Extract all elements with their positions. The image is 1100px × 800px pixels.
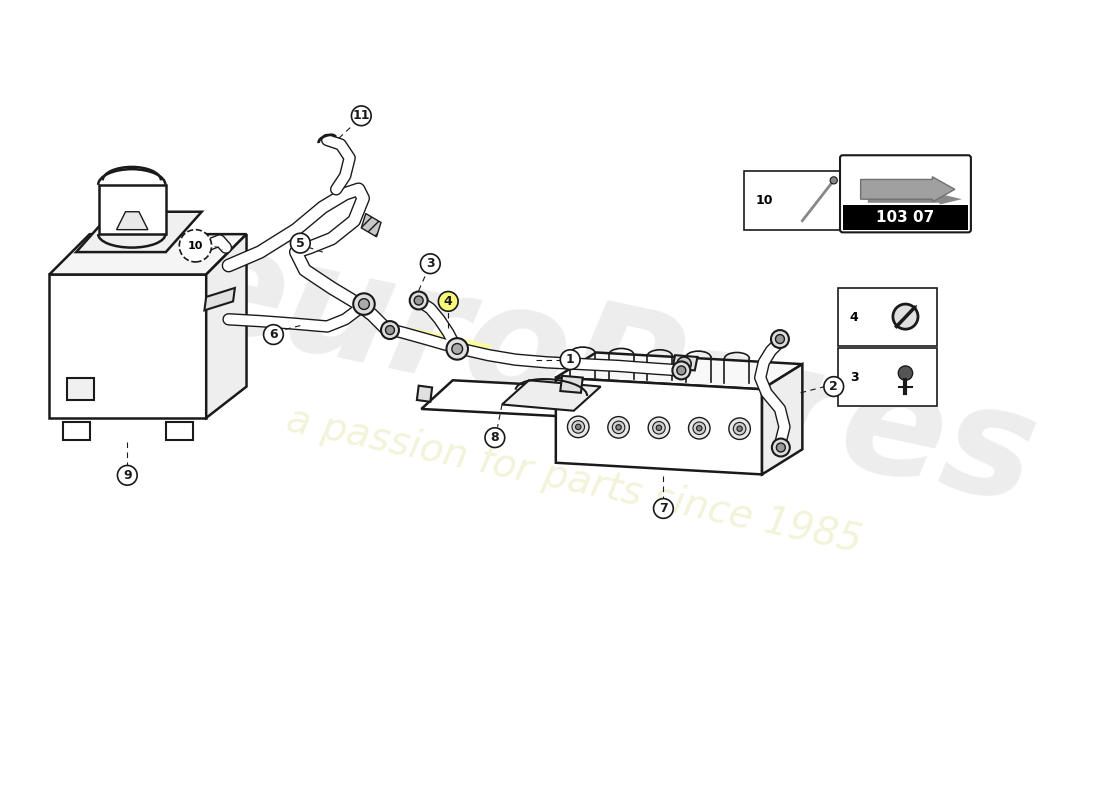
Polygon shape [117,212,147,230]
Text: 3: 3 [426,258,434,270]
Text: 8: 8 [491,431,499,444]
Circle shape [689,418,710,439]
Text: 1: 1 [565,353,574,366]
Circle shape [613,421,625,434]
Circle shape [415,296,424,305]
FancyBboxPatch shape [843,205,968,230]
Circle shape [118,466,138,485]
Circle shape [830,177,837,184]
Polygon shape [206,234,246,418]
Circle shape [772,438,790,457]
Circle shape [572,421,584,433]
FancyBboxPatch shape [838,288,937,346]
Text: 9: 9 [123,469,132,482]
Text: 4: 4 [850,311,859,324]
Circle shape [776,334,784,343]
Circle shape [575,424,581,430]
Circle shape [657,425,661,430]
Circle shape [696,426,702,431]
Text: 4: 4 [444,295,452,308]
Circle shape [734,422,746,435]
Polygon shape [556,378,762,474]
Polygon shape [560,376,583,393]
Polygon shape [50,234,246,274]
Polygon shape [412,328,492,355]
Polygon shape [556,353,802,390]
Circle shape [653,498,673,518]
Text: 5: 5 [296,237,305,250]
Circle shape [359,298,370,310]
Text: 10: 10 [756,194,773,207]
Text: 3: 3 [850,371,858,384]
Circle shape [737,426,742,431]
Text: 7: 7 [659,502,668,515]
Polygon shape [99,185,166,234]
Circle shape [899,366,913,380]
Text: 103 07: 103 07 [877,210,935,225]
Circle shape [264,325,284,345]
Polygon shape [67,378,95,400]
Polygon shape [166,422,192,440]
Circle shape [420,254,440,274]
Polygon shape [762,364,802,474]
FancyBboxPatch shape [840,155,971,232]
Polygon shape [502,380,601,410]
FancyBboxPatch shape [838,348,937,406]
Circle shape [824,377,844,397]
Circle shape [290,234,310,253]
Text: 10: 10 [188,241,204,251]
Circle shape [409,291,428,310]
Circle shape [568,416,588,438]
FancyArrow shape [868,194,961,205]
Polygon shape [421,380,659,420]
Circle shape [447,338,468,360]
Circle shape [652,422,666,434]
FancyBboxPatch shape [744,171,843,230]
Circle shape [452,343,463,354]
Circle shape [560,350,580,370]
Circle shape [608,417,629,438]
Circle shape [672,362,691,379]
Circle shape [693,422,705,434]
Circle shape [439,291,458,311]
Circle shape [729,418,750,439]
Text: euroPares: euroPares [169,210,1049,536]
Circle shape [351,106,371,126]
Circle shape [777,443,785,452]
Text: 6: 6 [270,328,277,341]
Circle shape [385,326,395,334]
Circle shape [616,425,622,430]
Circle shape [893,304,918,329]
Polygon shape [672,355,697,370]
Circle shape [676,366,685,375]
Polygon shape [50,274,206,418]
FancyArrow shape [860,177,955,202]
Circle shape [179,230,211,262]
Polygon shape [76,212,201,252]
Polygon shape [361,214,381,237]
Circle shape [353,294,375,315]
Circle shape [648,417,670,438]
Polygon shape [63,422,89,440]
Polygon shape [417,386,432,402]
Circle shape [771,330,789,348]
Polygon shape [205,288,235,310]
Text: a passion for parts since 1985: a passion for parts since 1985 [283,401,865,560]
Circle shape [485,428,505,447]
Circle shape [676,357,691,371]
Circle shape [381,321,399,339]
Text: 11: 11 [352,110,370,122]
Text: 2: 2 [829,380,838,393]
